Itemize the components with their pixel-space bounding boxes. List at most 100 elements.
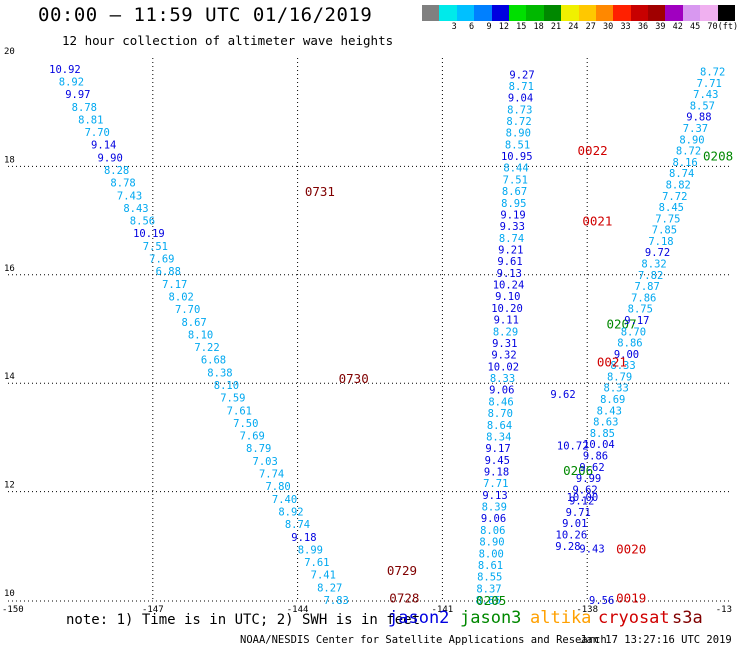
wave-height-value: 8.63 — [593, 417, 618, 429]
satellite-legend-jason2: jason2 — [388, 608, 450, 628]
pass-id-label: 0208 — [703, 149, 733, 164]
y-tick-label: 18 — [4, 155, 15, 165]
wave-height-value: 9.88 — [686, 112, 711, 124]
wave-height-value: 7.70 — [175, 304, 200, 316]
wave-height-value: 7.87 — [635, 281, 660, 293]
y-tick-label: 10 — [4, 589, 15, 599]
wave-height-value: 9.18 — [484, 466, 509, 478]
pass-id-label: 0729 — [387, 563, 417, 578]
wave-height-value: 7.40 — [272, 494, 297, 506]
color-bar-swatch — [630, 5, 649, 21]
wave-height-value: 7.18 — [648, 236, 673, 248]
pass-id-label: 0022 — [578, 143, 608, 158]
wave-height-value: 8.78 — [110, 178, 135, 190]
wave-height-value: 8.43 — [597, 405, 622, 417]
wave-height-value: 9.27 — [509, 69, 534, 81]
wave-height-value: 8.72 — [700, 67, 725, 79]
satellite-legend-cryosat: cryosat — [598, 608, 670, 628]
wave-height-value: 7.59 — [220, 393, 245, 405]
wave-height-value: 8.70 — [621, 326, 646, 338]
wave-height-value: 6.68 — [201, 355, 226, 367]
wave-height-value: 8.99 — [298, 544, 323, 556]
wave-height-value: 8.02 — [169, 291, 194, 303]
wave-height-value: 9.43 — [579, 544, 604, 556]
color-bar-swatch — [613, 5, 631, 21]
credit-line: NOAA/NESDIS Center for Satellite Applica… — [240, 634, 607, 646]
wave-height-value: 8.10 — [188, 329, 213, 341]
wave-height-value: 7.85 — [652, 225, 677, 237]
pass-id-label: 0021 — [582, 214, 612, 229]
wave-height-value: 8.90 — [679, 134, 704, 146]
wave-height-value: 10.19 — [133, 228, 165, 240]
x-tick-label: -150 — [2, 605, 24, 615]
wave-height-value: 8.78 — [72, 102, 97, 114]
wave-height-value: 8.90 — [479, 537, 504, 549]
wave-height-value: 8.72 — [676, 146, 701, 158]
wave-height-value: 8.85 — [476, 595, 501, 607]
color-bar-swatch — [717, 5, 736, 21]
wave-height-value: 8.34 — [486, 431, 511, 443]
wave-height-value: 9.10 — [495, 291, 520, 303]
color-bar-swatch — [648, 5, 666, 21]
wave-height-value: 8.74 — [285, 519, 310, 531]
wave-height-value: 8.38 — [207, 367, 232, 379]
wave-height-value: 8.81 — [78, 114, 103, 126]
wave-height-value: 7.70 — [85, 127, 110, 139]
wave-height-value: 9.31 — [492, 338, 517, 350]
wave-height-value: 8.67 — [181, 317, 206, 329]
color-bar-label: 18 — [533, 22, 544, 32]
wave-height-value: 8.67 — [502, 186, 527, 198]
wave-height-value: 8.69 — [600, 394, 625, 406]
wave-height-value: 10.26 — [556, 530, 588, 542]
wave-height-value: 7.22 — [194, 342, 219, 354]
y-tick-label: 12 — [4, 481, 15, 491]
pass-id-label: 0728 — [389, 590, 419, 605]
wave-height-value: 7.69 — [240, 431, 265, 443]
wave-height-value: 9.18 — [291, 532, 316, 544]
wave-height-value: 9.28 — [555, 541, 580, 553]
wave-height-value: 8.46 — [488, 396, 513, 408]
color-bar-swatch — [439, 5, 457, 21]
wave-height-value: 9.13 — [482, 490, 507, 502]
color-bar-label: 70 — [707, 22, 718, 32]
wave-height-value: 8.92 — [59, 76, 84, 88]
wave-height-value: 9.71 — [566, 507, 591, 519]
color-bar — [422, 5, 736, 21]
wave-height-value: 8.72 — [506, 116, 531, 128]
wave-height-value: 7.43 — [117, 190, 142, 202]
color-bar-label: 3 — [451, 22, 457, 32]
wave-height-value: 8.06 — [480, 525, 505, 537]
wave-height-value: 8.79 — [246, 443, 271, 455]
pass-id-label: 0730 — [339, 371, 369, 386]
color-bar-label: 6 — [469, 22, 475, 32]
wave-height-value: 8.33 — [604, 383, 629, 395]
pass-id-label: 0021 — [597, 355, 627, 370]
wave-height-value: 8.95 — [501, 198, 526, 210]
color-bar-label: 33 — [620, 22, 631, 32]
wave-height-value: 8.43 — [123, 203, 148, 215]
wave-height-value: 7.51 — [503, 174, 528, 186]
wave-height-value: 8.44 — [503, 163, 528, 175]
wave-height-value: 10.20 — [491, 303, 523, 315]
y-tick-label: 16 — [4, 264, 15, 274]
timestamp: Jan 17 13:27:16 UTC 2019 — [580, 634, 732, 646]
wave-height-value: 9.61 — [497, 256, 522, 268]
pass-id-label: 0207 — [607, 317, 637, 332]
color-bar-swatch — [508, 5, 527, 21]
satellite-legend-altika: altika — [530, 608, 592, 628]
wave-height-value: 9.00 — [614, 349, 639, 361]
color-bar-label: 42 — [672, 22, 683, 32]
wave-height-value: 10.95 — [501, 151, 533, 163]
color-bar-swatch — [595, 5, 614, 21]
wave-height-value: 7.51 — [143, 241, 168, 253]
color-bar-swatch — [474, 5, 492, 21]
wave-height-value: 7.61 — [227, 405, 252, 417]
wave-height-value: 9.97 — [65, 89, 90, 101]
wave-height-value: 7.03 — [253, 456, 278, 468]
wave-height-value: 9.21 — [498, 245, 523, 257]
wave-height-value: 6.88 — [156, 266, 181, 278]
chart-subtitle: 12 hour collection of altimeter wave hei… — [62, 33, 394, 48]
wave-height-value: 10.00 — [567, 492, 599, 504]
wave-height-value: 9.04 — [508, 93, 533, 105]
